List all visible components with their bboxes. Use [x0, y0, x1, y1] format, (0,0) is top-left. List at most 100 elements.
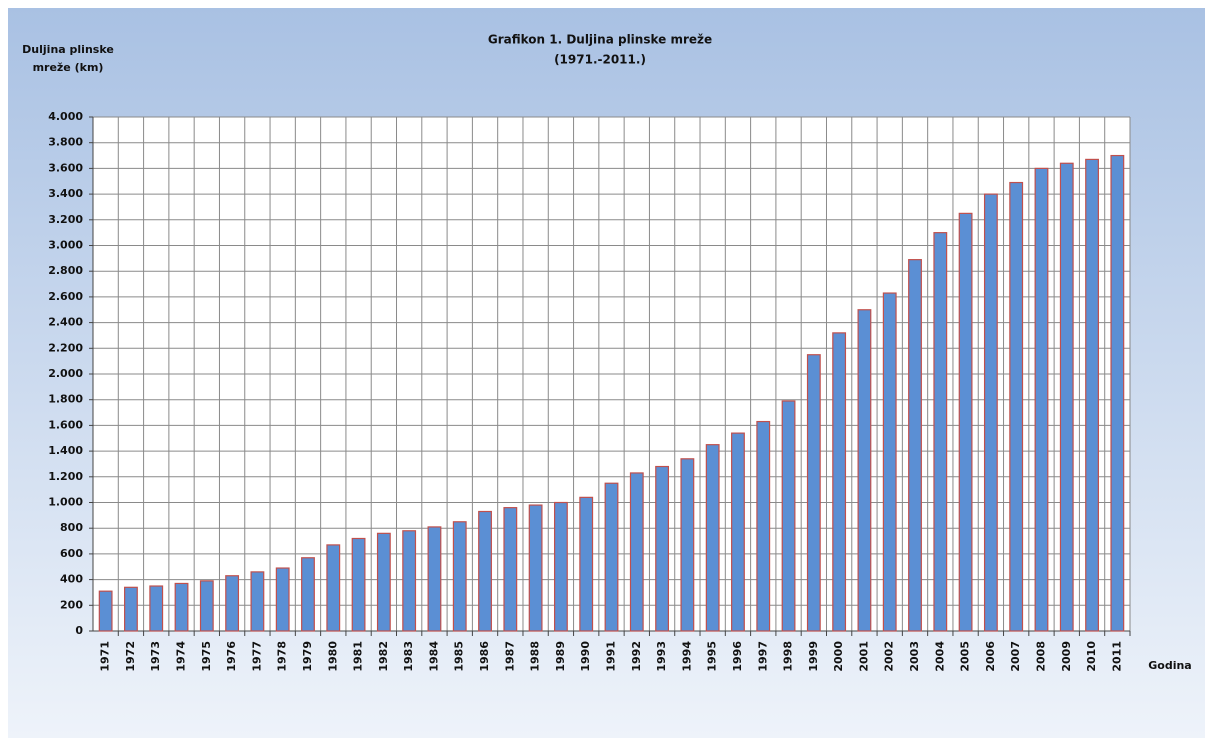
x-tick-label: 2005	[959, 641, 972, 672]
bar	[832, 332, 847, 632]
bar	[579, 496, 594, 632]
y-tick-label: 1.800	[48, 393, 83, 406]
x-tick-label: 2000	[832, 641, 845, 672]
x-tick-label: 1974	[175, 641, 188, 672]
y-tick-label: 800	[60, 521, 83, 534]
y-axis-label: Duljina plinske	[22, 43, 114, 56]
y-tick-label: 3.800	[48, 136, 83, 149]
bar	[882, 292, 897, 632]
chart-title: Grafikon 1. Duljina plinske mreže	[488, 33, 712, 47]
x-tick-label: 2006	[984, 641, 997, 672]
x-tick-label: 1984	[427, 641, 440, 672]
x-tick-label: 1986	[478, 641, 491, 672]
y-tick-label: 1.000	[48, 496, 83, 509]
x-tick-label: 1987	[503, 641, 516, 672]
bar	[376, 532, 391, 632]
y-tick-label: 600	[60, 547, 83, 560]
bar	[731, 432, 745, 632]
bar	[908, 259, 922, 632]
y-tick-label: 1.200	[48, 470, 83, 483]
bar	[604, 482, 619, 632]
bar	[250, 571, 265, 632]
bar	[402, 530, 417, 632]
y-tick-label: 4.000	[48, 110, 83, 123]
x-tick-label: 1971	[99, 641, 112, 672]
x-tick-label: 1989	[554, 641, 567, 672]
bar	[983, 193, 998, 632]
y-tick-label: 400	[60, 573, 83, 586]
x-tick-label: 1978	[276, 641, 289, 672]
bar	[301, 557, 315, 632]
bar	[1034, 167, 1049, 632]
bar	[124, 586, 138, 632]
bar	[781, 400, 796, 632]
bar	[351, 537, 366, 632]
chart-subtitle: (1971.-2011.)	[554, 53, 646, 67]
x-tick-label: 2010	[1085, 641, 1098, 672]
x-tick-label: 1993	[655, 641, 668, 672]
bar	[1110, 154, 1125, 632]
x-tick-label: 1996	[731, 641, 744, 672]
bar	[98, 590, 113, 632]
x-tick-label: 1995	[706, 641, 719, 672]
x-tick-label: 1988	[529, 641, 542, 672]
y-tick-label: 1.400	[48, 444, 83, 457]
x-tick-label: 1973	[149, 641, 162, 672]
x-tick-label: 1977	[250, 641, 263, 672]
bar	[1059, 162, 1074, 632]
bar	[225, 575, 240, 632]
y-tick-label: 0	[75, 624, 83, 637]
y-tick-label: 2.600	[48, 290, 83, 303]
y-tick-label: 2.200	[48, 341, 83, 354]
x-tick-label: 1999	[807, 641, 820, 672]
bar	[655, 465, 670, 632]
bar	[553, 501, 568, 632]
x-tick-label: 1972	[124, 641, 137, 672]
bar	[958, 212, 973, 632]
bar	[275, 567, 290, 632]
bar	[174, 582, 189, 632]
x-tick-label: 2009	[1060, 641, 1073, 672]
bar	[705, 444, 720, 632]
bar	[629, 472, 644, 632]
x-tick-label: 1976	[225, 641, 238, 672]
bar	[857, 309, 872, 632]
x-tick-label: 2011	[1110, 641, 1123, 672]
x-tick-label: 1979	[301, 641, 314, 672]
bar	[756, 420, 771, 632]
x-tick-label: 1990	[579, 641, 592, 672]
x-tick-label: 1983	[402, 641, 415, 672]
y-axis-label: mreže (km)	[33, 61, 104, 74]
bar	[680, 458, 695, 632]
bar	[427, 526, 442, 632]
bar	[478, 510, 492, 632]
x-tick-label: 1980	[326, 641, 339, 672]
x-tick-label: 1998	[782, 641, 795, 672]
x-tick-label: 1992	[630, 641, 643, 672]
bar	[452, 521, 467, 632]
bar	[326, 544, 341, 632]
bar	[149, 585, 164, 632]
bar	[933, 232, 948, 632]
x-tick-label: 1991	[605, 641, 618, 672]
x-tick-label: 1994	[680, 641, 693, 672]
x-tick-label: 2007	[1009, 641, 1022, 672]
y-tick-label: 3.400	[48, 187, 83, 200]
bar	[1085, 158, 1099, 632]
x-tick-label: 2008	[1034, 641, 1047, 672]
x-tick-label: 2001	[857, 641, 870, 672]
y-tick-label: 1.600	[48, 418, 83, 431]
bar	[528, 504, 543, 632]
y-tick-label: 3.200	[48, 213, 83, 226]
x-tick-label: 2002	[883, 641, 896, 672]
y-tick-label: 3.600	[48, 161, 83, 174]
x-tick-label: 1981	[352, 641, 365, 672]
x-tick-label: 1975	[200, 641, 213, 672]
bar	[806, 354, 821, 632]
x-tick-label: 1985	[453, 641, 466, 672]
y-tick-label: 3.000	[48, 239, 83, 252]
bar	[199, 580, 214, 632]
y-tick-label: 2.800	[48, 264, 83, 277]
x-tick-label: 1982	[377, 641, 390, 672]
